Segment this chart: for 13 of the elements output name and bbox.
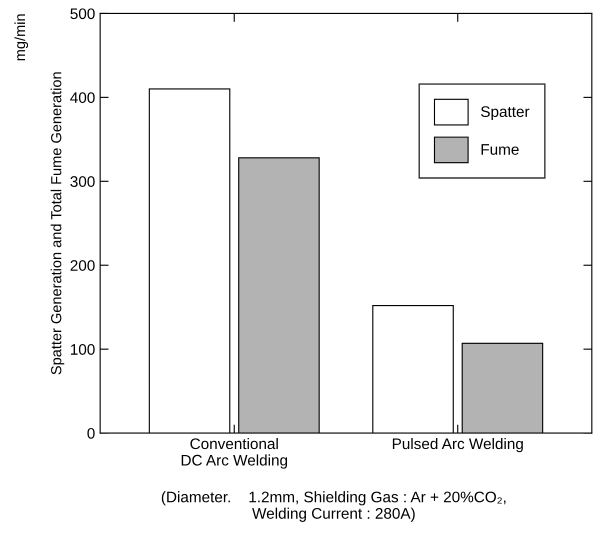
y-tick-label: 0 — [87, 428, 95, 439]
x-tick-label: Conventional DC Arc Welding — [182, 438, 288, 469]
text: (Diameter. 1.2mm, Shielding Gas : Ar + 20%CO₂, Welding Current : 280A) — [162, 491, 506, 522]
y-tick-label: 300 — [70, 176, 95, 187]
y-tick-label: 500 — [70, 8, 95, 20]
y-tick-label: 200 — [70, 260, 95, 271]
y-axis-title: Spatter Generation and Total Fume Generation — [50, 72, 64, 374]
legend-label: Spatter — [481, 106, 530, 120]
text: mg/min — [14, 14, 28, 60]
y-tick-label: 100 — [70, 344, 95, 355]
y-tick-label: 400 — [70, 92, 95, 104]
legend-label: Fume — [482, 144, 519, 155]
x-tick-label: Pulsed Arc Welding — [392, 438, 523, 452]
